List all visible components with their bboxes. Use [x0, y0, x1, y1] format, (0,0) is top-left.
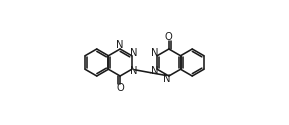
Text: N: N	[130, 66, 138, 76]
Text: N: N	[151, 66, 159, 76]
Text: N: N	[130, 48, 138, 58]
Text: O: O	[116, 83, 124, 93]
Text: O: O	[165, 32, 173, 42]
Text: N: N	[151, 48, 159, 58]
Text: N: N	[116, 40, 124, 50]
Text: N: N	[163, 74, 171, 85]
